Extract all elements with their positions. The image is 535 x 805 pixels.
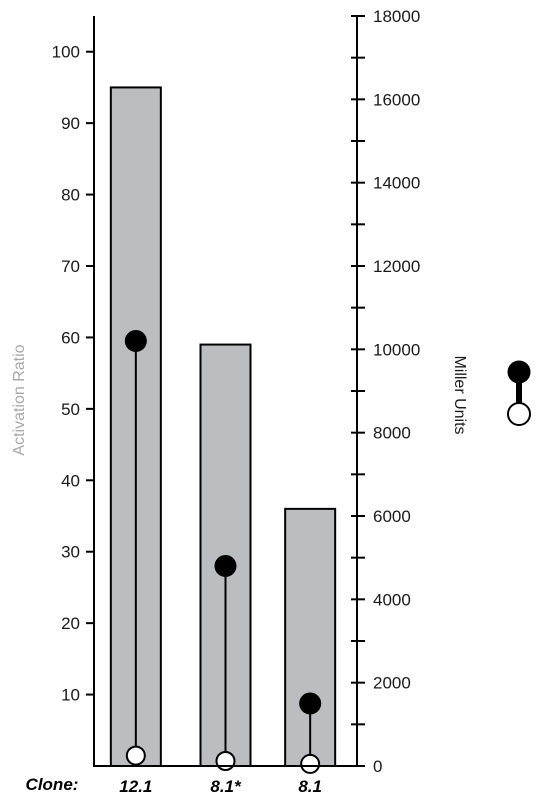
lollipop-base-1 (215, 751, 236, 771)
lollipop-layer (124, 330, 322, 774)
clone-prefix-label: Clone: (26, 775, 79, 794)
left-tick-label-5: 60 (61, 328, 80, 347)
right-tick-label-6: 12000 (373, 257, 420, 276)
left-tick-label-8: 90 (61, 114, 80, 133)
right-tick-label-7: 14000 (373, 174, 420, 193)
legend-filled-circle-icon (507, 360, 531, 384)
lollipop-top-0 (124, 330, 147, 352)
lollipop-base-2 (300, 753, 321, 774)
left-tick-label-1: 20 (61, 614, 80, 633)
left-tick-label-6: 70 (61, 257, 80, 276)
left-tick-label-4: 50 (61, 400, 80, 419)
right-tick-label-8: 16000 (373, 90, 420, 109)
right-tick-label-0: 0 (373, 757, 382, 776)
lollipop-top-2 (299, 692, 322, 715)
right-tick-label-4: 8000 (373, 424, 411, 443)
right-tick-label-5: 10000 (373, 340, 420, 359)
category-label-2: 8.1 (298, 777, 322, 796)
category-label-1: 8.1* (210, 777, 242, 796)
right-tick-label-2: 4000 (373, 590, 411, 609)
lollipop-top-1 (214, 555, 237, 577)
category-label-0: 12.1 (119, 777, 152, 796)
left-tick-label-7: 80 (61, 186, 80, 205)
left-axis-title: Activation Ratio (11, 344, 28, 455)
bar-layer (109, 86, 337, 767)
right-tick-label-3: 6000 (373, 507, 411, 526)
axes-layer: 10 20 30 40 50 60 70 80 90 100 0 2000 4000 6000 8000 10… (52, 7, 421, 796)
left-tick-label-0: 10 (61, 686, 80, 705)
left-tick-label-3: 40 (61, 471, 80, 490)
right-tick-label-1: 2000 (373, 674, 411, 693)
right-tick-label-9: 18000 (373, 7, 420, 26)
left-tick-label-2: 30 (61, 543, 80, 562)
lollipop-base-0 (125, 745, 146, 766)
right-axis-title: Miller Units (451, 355, 468, 434)
legend (507, 360, 531, 426)
legend-open-circle-icon (507, 402, 531, 426)
left-tick-label-9: 100 (52, 43, 80, 62)
